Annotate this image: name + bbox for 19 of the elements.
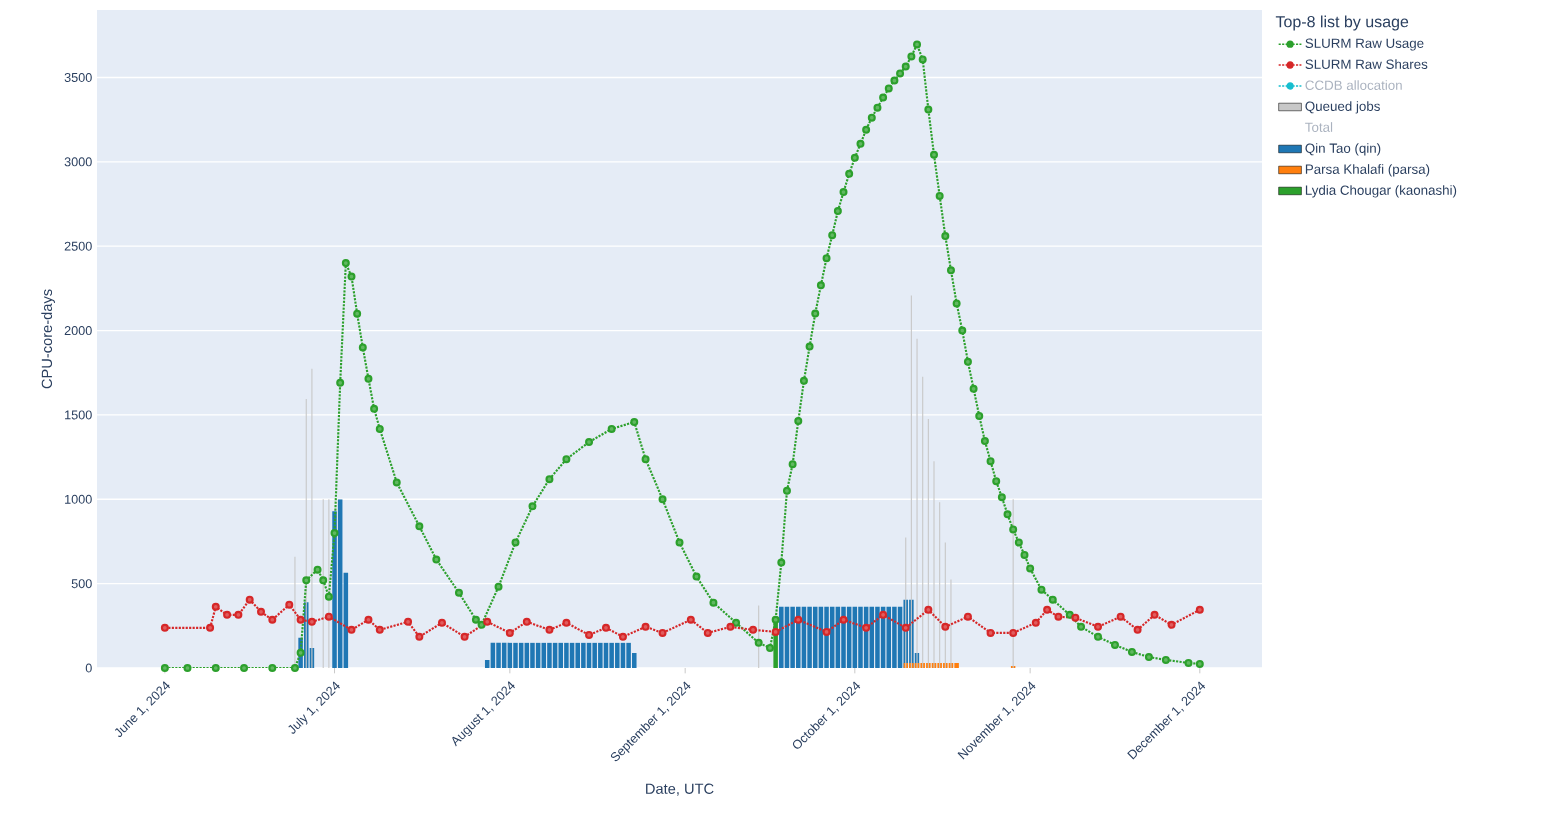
y-tick-label: 500 <box>71 579 92 589</box>
legend-label: SLURM Raw Usage <box>1305 38 1424 51</box>
legend-label: Qin Tao (qin) <box>1305 143 1381 156</box>
legend-label: SLURM Raw Shares <box>1305 59 1428 69</box>
y-axis-title: CPU-core-days <box>41 289 55 389</box>
legend-label: Lydia Chougar (kaonashi) <box>1305 185 1457 198</box>
y-tick-label: 2000 <box>64 326 92 336</box>
text: Total <box>1305 122 1333 132</box>
legend-label: Queued jobs <box>1305 101 1380 114</box>
y-tick-label: 1500 <box>65 410 92 420</box>
y-tick-label: 3500 <box>64 73 92 82</box>
legend-label: CCDB allocation <box>1305 80 1402 90</box>
legend-label: Parsa Khalafi (parsa) <box>1305 164 1430 177</box>
y-tick-label: 2500 <box>64 241 92 251</box>
x-axis-title: Date, UTC <box>646 783 714 796</box>
legend-title: Top-8 list by usage <box>1275 15 1409 31</box>
y-tick-label: 1000 <box>65 494 92 504</box>
y-tick-label: 0 <box>85 663 92 673</box>
y-tick-label: 3000 <box>64 157 92 167</box>
